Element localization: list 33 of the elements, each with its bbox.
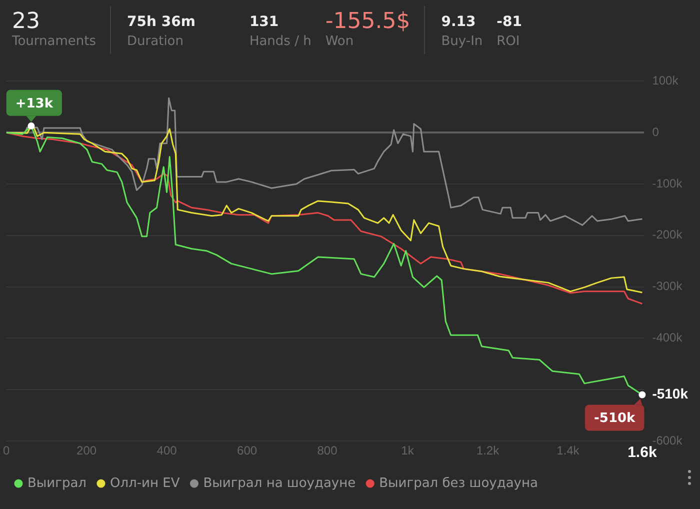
annotation: +13k xyxy=(15,96,54,112)
x-tick-label: 200 xyxy=(76,444,97,458)
annotation: -510k xyxy=(594,411,636,426)
y-tick-label: -400k xyxy=(652,330,684,345)
text: 9.13 xyxy=(441,13,477,32)
y-tick-label: -510k xyxy=(652,386,688,402)
x-tick-label: 800 xyxy=(317,444,338,458)
text: Won xyxy=(325,34,355,49)
text: -155.5$ xyxy=(325,9,410,34)
y-tick-label: -300k xyxy=(652,279,684,294)
legend-label: Олл-ин EV xyxy=(110,476,180,491)
text: 23 xyxy=(12,9,41,34)
x-tick-label: 400 xyxy=(156,444,178,458)
y-tick-label: 0 xyxy=(652,124,660,139)
text: Buy-In xyxy=(441,34,483,49)
legend-label: Выиграл xyxy=(28,476,86,491)
text: Hands / h xyxy=(249,34,312,49)
y-tick-label: 100k xyxy=(652,74,680,88)
y-tick-label: -200k xyxy=(652,228,684,242)
text: 75h 36m xyxy=(127,13,196,32)
text: Duration xyxy=(127,34,184,49)
legend-label: Выиграл на шоудауне xyxy=(203,476,356,491)
x-tick-label: 600 xyxy=(237,444,258,458)
y-tick-label: -100k xyxy=(652,176,684,190)
text: ROI xyxy=(496,34,521,49)
text: Tournaments xyxy=(12,34,96,49)
text: 131 xyxy=(249,13,280,32)
text: -81 xyxy=(496,13,522,32)
x-tick-label: 0 xyxy=(2,444,10,458)
legend-label: Выиграл без шоудауна xyxy=(379,476,538,491)
x-tick-label: 1.2k xyxy=(476,444,500,458)
x-tick-label: 1.4k xyxy=(556,444,580,458)
x-tick-label: 1k xyxy=(401,444,415,458)
